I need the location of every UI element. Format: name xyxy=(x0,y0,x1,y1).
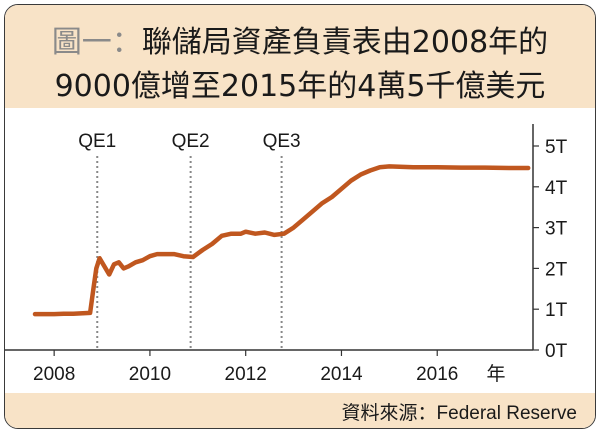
x-tick-label: 2010 xyxy=(129,364,171,385)
chart-title-line-1: 圖一：聯儲局資產負責表由2008年的 xyxy=(5,17,595,61)
y-tick-label: 5T xyxy=(545,137,568,158)
balance-sheet-line xyxy=(32,164,531,317)
qe-annotation-label: QE2 xyxy=(172,131,210,152)
y-tick-label: 3T xyxy=(545,219,568,240)
figure-label: 圖一： xyxy=(51,25,142,60)
x-tick-label: 2012 xyxy=(225,364,267,385)
qe-annotation-label: QE3 xyxy=(263,131,301,152)
plot-area: 0T 1T 2T 3T 4T 5T 2008 2010 2012 2014 2016 年 QE1 QE2 Q… xyxy=(5,108,595,393)
x-tick-label: 2008 xyxy=(33,364,75,385)
chart-card: 圖一：聯儲局資產負責表由2008年的 9000億增至2015年的4萬5千億美元 … xyxy=(4,4,596,429)
x-axis-label: 年 xyxy=(486,363,505,385)
y-tick-label: 2T xyxy=(545,259,568,280)
title-band: 圖一：聯儲局資產負責表由2008年的 9000億增至2015年的4萬5千億美元 xyxy=(5,5,595,108)
title-text-1: 聯儲局資產負責表由2008年的 xyxy=(141,25,549,60)
source-note: 資料來源：Federal Reserve xyxy=(341,403,577,424)
line-chart: 0T 1T 2T 3T 4T 5T 2008 2010 2012 2014 2016 年 QE1 QE2 Q… xyxy=(5,124,568,385)
source-band: 資料來源：Federal Reserve xyxy=(5,393,595,428)
qe-annotation-label: QE1 xyxy=(78,131,116,152)
y-tick-label: 4T xyxy=(545,178,568,199)
x-tick-label: 2016 xyxy=(416,364,458,385)
x-tick-label: 2014 xyxy=(320,364,363,385)
y-tick-label: 1T xyxy=(545,300,568,321)
chart-title-line-2: 9000億增至2015年的4萬5千億美元 xyxy=(54,69,546,104)
y-tick-label: 0T xyxy=(545,341,568,362)
